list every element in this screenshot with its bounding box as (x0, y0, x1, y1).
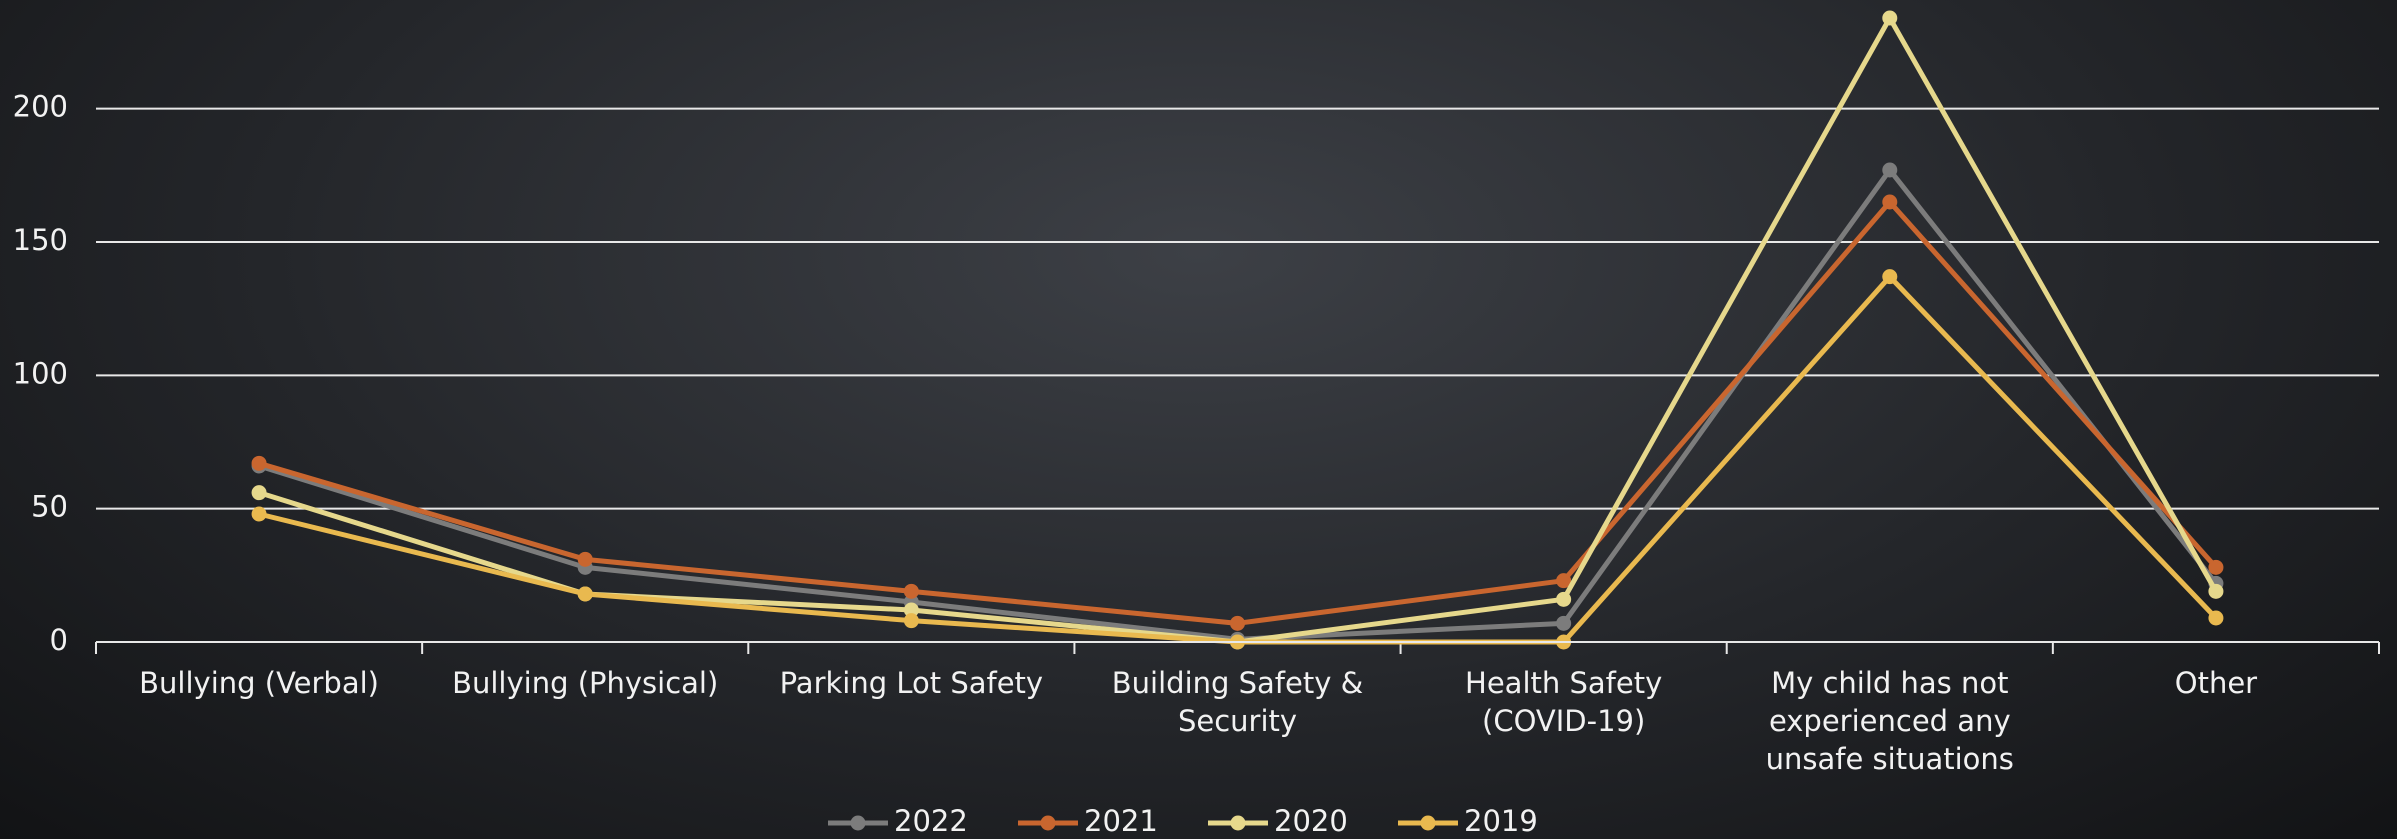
point (1556, 573, 1572, 589)
point (2208, 610, 2224, 626)
point (1882, 194, 1898, 210)
point (903, 602, 919, 618)
series-line (258, 199, 2218, 626)
point (577, 551, 593, 567)
legend-label: 2021 (1084, 804, 1158, 838)
y-tick-label: 200 (13, 90, 68, 124)
x-tick-label: Other (2175, 666, 2257, 700)
y-tick-label: 150 (13, 223, 68, 257)
series-line (258, 274, 2218, 645)
legend-marker (1420, 815, 1436, 831)
y-tick-label: 100 (13, 356, 68, 390)
point (1882, 10, 1898, 26)
x-tick-label: Bullying (Verbal) (139, 666, 379, 700)
point (1230, 615, 1245, 631)
y-tick-label: 50 (31, 490, 68, 524)
x-tick-label: Bullying (Physical) (452, 666, 718, 700)
x-tick-label: Building Safety & Security (1112, 666, 1363, 738)
point (1556, 591, 1572, 607)
point (2208, 583, 2224, 599)
point (251, 506, 267, 522)
point (1556, 615, 1572, 631)
legend-marker (1040, 815, 1056, 831)
point (1882, 162, 1898, 178)
x-tick-label: Health Safety (COVID-19) (1465, 666, 1662, 738)
legend-label: 2019 (1464, 804, 1538, 838)
y-tick-label: 0 (50, 623, 68, 657)
point (1882, 269, 1898, 285)
x-tick-label: Parking Lot Safety (780, 666, 1043, 700)
legend-label: 2020 (1274, 804, 1348, 838)
legend-marker (850, 815, 866, 831)
legend-label: 2022 (894, 804, 968, 838)
point (251, 455, 267, 471)
point (251, 485, 267, 501)
point (577, 586, 593, 602)
legend-marker (1230, 815, 1246, 831)
point (903, 583, 919, 599)
point (903, 613, 919, 629)
x-tick-label: My child has not experienced any unsafe si… (1766, 666, 2014, 776)
point (2208, 559, 2224, 575)
